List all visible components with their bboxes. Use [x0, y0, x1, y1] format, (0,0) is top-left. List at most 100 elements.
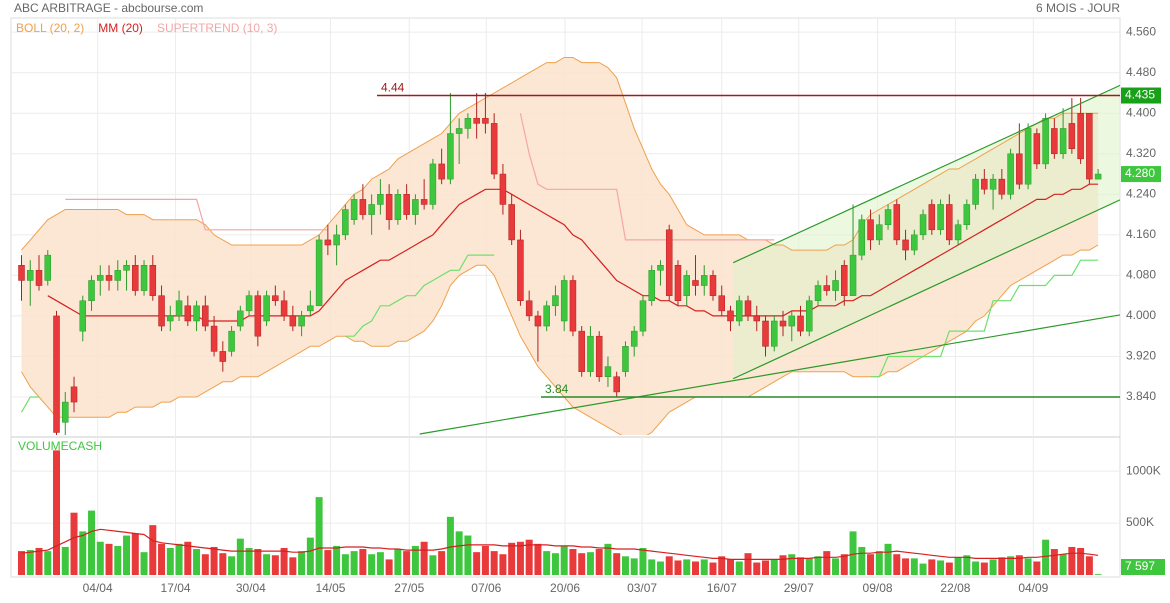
last-volume-label: 7 597	[1125, 559, 1155, 573]
volume-bar	[1094, 574, 1102, 575]
candle-body	[210, 325, 218, 352]
candle-body	[981, 178, 988, 190]
bollinger-lower	[21, 244, 1099, 435]
candle-body	[245, 295, 253, 312]
volume-bar	[193, 549, 201, 575]
candle-body	[525, 300, 533, 317]
candle-body	[412, 199, 419, 215]
volume-bar	[832, 558, 840, 575]
level-label: 3.84	[545, 382, 569, 396]
candle-body	[289, 315, 297, 327]
volume-bar	[254, 549, 262, 575]
x-tick-label: 16/07	[707, 581, 737, 595]
volume-bar	[1068, 546, 1076, 575]
volume-bar	[726, 559, 734, 575]
trendline	[732, 199, 1120, 380]
candle-body	[490, 123, 498, 175]
candle-body	[53, 315, 60, 433]
volume-bar	[79, 531, 87, 575]
volume-bar	[53, 450, 61, 575]
candle-body	[543, 305, 550, 327]
candle-body	[709, 275, 717, 296]
candle-body	[552, 295, 559, 307]
legend-entry: BOLL (20, 2)	[16, 21, 84, 35]
volume-bar	[945, 562, 953, 575]
volume-bar	[989, 559, 997, 575]
volume-bar	[350, 551, 358, 575]
candle-body	[517, 239, 524, 301]
candle-body	[473, 118, 480, 124]
candle-body	[814, 285, 822, 301]
candle-body	[604, 366, 612, 377]
candle-body	[587, 335, 594, 372]
volume-bar	[621, 556, 629, 575]
volume-bar	[700, 559, 708, 575]
candle-body	[1042, 118, 1049, 165]
volume-bar	[1015, 555, 1023, 575]
y-tick-label: 4.160	[1126, 227, 1156, 241]
volume-bar	[613, 553, 621, 575]
volume-bar	[88, 510, 96, 575]
candle-body	[841, 265, 848, 296]
candle-body	[140, 265, 148, 291]
candle-body	[27, 270, 34, 281]
volume-bar	[245, 548, 253, 575]
x-tick-label: 03/07	[627, 581, 657, 595]
candle-body	[447, 133, 454, 180]
candle-body	[560, 280, 568, 322]
candle-body	[867, 219, 874, 241]
candle-body	[149, 265, 157, 296]
candle-body	[438, 163, 445, 180]
candle-body	[158, 295, 165, 327]
candle-body	[788, 315, 796, 327]
candle-body	[455, 128, 463, 134]
candle-body	[954, 224, 962, 241]
candle-body	[70, 386, 78, 403]
level-box	[1121, 87, 1161, 104]
volume-bar	[805, 558, 813, 575]
volume-title: VOLUMECASH	[18, 439, 102, 453]
volume-bar	[298, 551, 306, 575]
volume-bar	[1085, 556, 1093, 575]
volume-bar	[324, 550, 332, 575]
volume-bar	[569, 549, 577, 575]
volume-bar	[1050, 549, 1058, 575]
candle-body	[674, 265, 682, 301]
volume-bar	[228, 556, 236, 575]
volume-bar	[691, 561, 699, 575]
level-axis-label: 4.435	[1125, 88, 1155, 102]
candle-body	[420, 199, 428, 205]
candle-body	[1068, 123, 1076, 149]
x-tick-label: 22/08	[940, 581, 970, 595]
candle-body	[998, 178, 1006, 195]
volume-bar	[551, 553, 559, 575]
x-tick-label: 14/05	[315, 581, 345, 595]
candle-body	[902, 239, 909, 251]
volume-bar	[972, 561, 980, 575]
candle-body	[578, 330, 585, 372]
candle-body	[534, 315, 542, 327]
volume-bar	[166, 548, 174, 575]
volume-bar	[403, 551, 411, 575]
volume-bar	[508, 542, 516, 575]
candle-body	[657, 265, 664, 271]
volume-bar	[499, 554, 507, 575]
volume-bar	[420, 541, 428, 575]
candle-body	[849, 254, 857, 296]
candle-body	[79, 300, 87, 332]
volume-bar	[394, 549, 402, 575]
candle-body	[298, 315, 305, 327]
volume-bar	[315, 497, 323, 575]
candle-body	[622, 346, 629, 372]
candle-body	[35, 270, 43, 286]
candle-body	[1094, 173, 1102, 180]
volume-bar	[639, 548, 647, 575]
volume-bar	[648, 559, 656, 575]
volume-bar	[578, 553, 586, 575]
x-tick-label: 04/09	[1018, 581, 1048, 595]
y-tick-label: 4.000	[1126, 308, 1156, 322]
candle-body	[744, 300, 752, 317]
volume-bar	[858, 546, 866, 575]
candle-body	[62, 401, 69, 423]
candle-body	[429, 163, 437, 205]
